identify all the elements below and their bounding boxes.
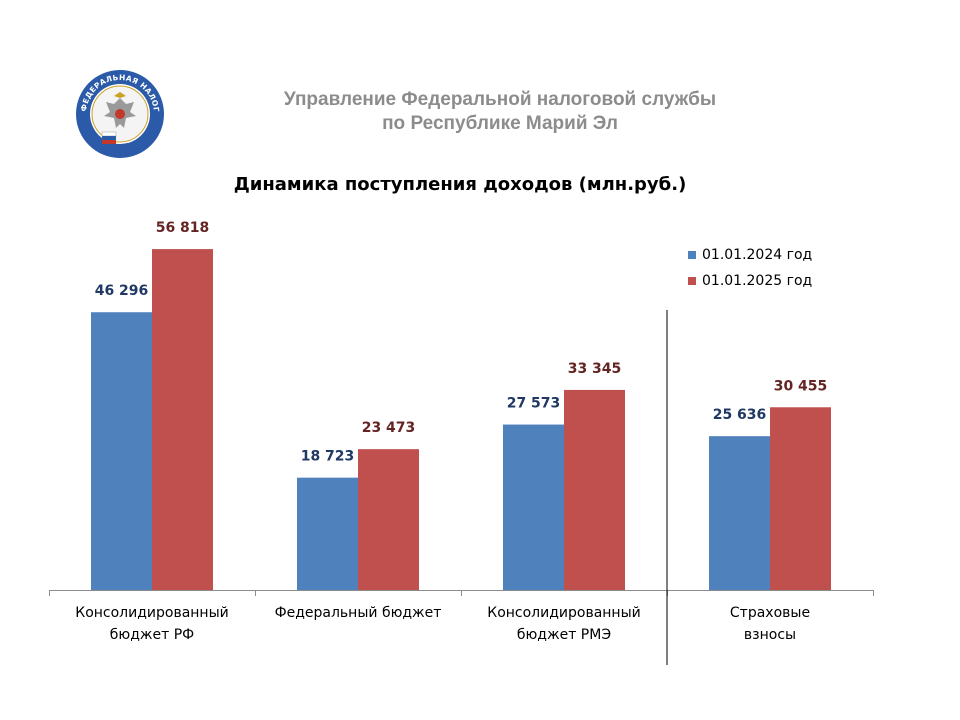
legend-swatch-2024 (688, 251, 696, 259)
data-label-2024: 25 636 (713, 407, 767, 423)
bar-2025 (770, 407, 831, 590)
bar-2024 (91, 312, 152, 590)
category-label-consolidated-rme: Консолидированный бюджет РМЭ (461, 602, 667, 646)
legend-item-2024: 01.01.2024 год (688, 242, 812, 268)
chart-legend: 01.01.2024 год 01.01.2025 год (688, 242, 812, 294)
bar-2025 (358, 449, 419, 590)
category-label-line: бюджет РФ (109, 627, 195, 643)
bar-2024 (503, 424, 564, 590)
data-label-2025: 56 818 (156, 220, 210, 236)
category-label-line: Консолидированный (75, 605, 229, 621)
category-label-line: Страховые (729, 605, 811, 621)
category-label-federal: Федеральный бюджет (255, 602, 461, 624)
category-label-line: взносы (743, 627, 797, 643)
header-line-1: Управление Федеральной налоговой службы (283, 89, 717, 110)
data-label-2025: 33 345 (568, 361, 622, 377)
legend-label-2024: 01.01.2024 год (702, 247, 813, 263)
category-label-line: бюджет РМЭ (516, 627, 612, 643)
data-label-2024: 27 573 (507, 396, 561, 412)
data-label-2025: 23 473 (362, 420, 416, 436)
organization-header: Управление Федеральной налоговой службы … (200, 88, 800, 136)
header-line-2: по Республике Марий Эл (382, 113, 618, 134)
data-label-2025: 30 455 (774, 378, 828, 394)
fns-emblem-icon: ФЕДЕРАЛЬНАЯ НАЛОГОВАЯ СЛУЖБА (69, 61, 164, 158)
category-label-line: Консолидированный (487, 605, 641, 621)
fns-logo: ФЕДЕРАЛЬНАЯ НАЛОГОВАЯ СЛУЖБА (69, 61, 166, 160)
legend-item-2025: 01.01.2025 год (688, 268, 812, 294)
bar-2025 (564, 389, 625, 590)
legend-swatch-2025 (688, 277, 696, 285)
category-label-insurance: Страховые взносы (667, 602, 873, 646)
legend-label-2025: 01.01.2025 год (702, 273, 813, 289)
category-label-line: Федеральный бюджет (274, 605, 442, 621)
chart-title: Динамика поступления доходов (млн.руб.) (233, 174, 687, 195)
data-label-2024: 46 296 (95, 283, 149, 299)
bar-2025 (152, 249, 213, 591)
bar-2024 (709, 436, 770, 590)
category-label-consolidated-rf: Консолидированный бюджет РФ (49, 602, 255, 646)
bar-2024 (297, 477, 358, 590)
data-label-2024: 18 723 (301, 449, 355, 465)
